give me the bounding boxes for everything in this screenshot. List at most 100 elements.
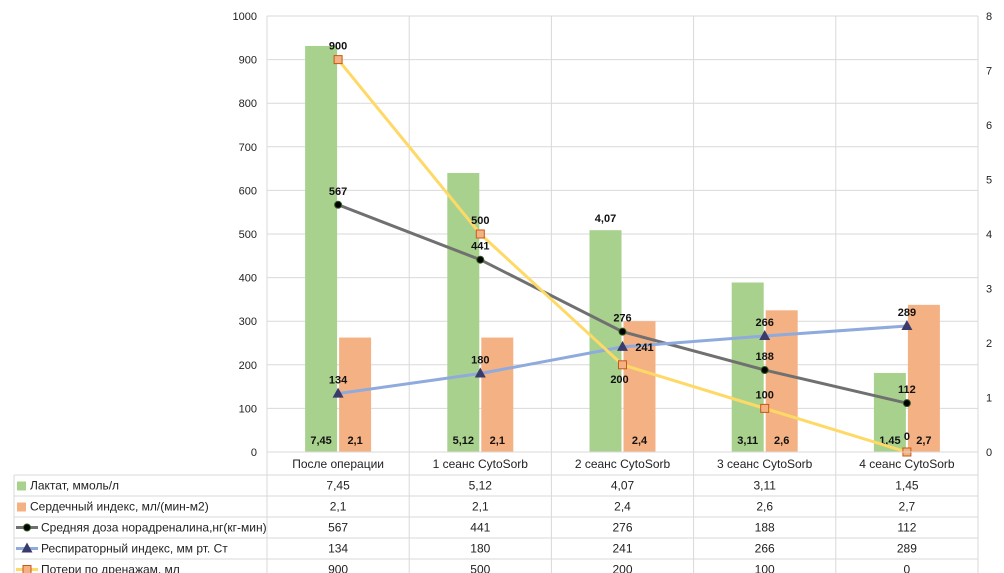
line-data-label: 200 xyxy=(610,374,628,386)
bar-data-label: 2,1 xyxy=(490,435,505,447)
left-axis-tick: 100 xyxy=(239,403,257,415)
left-axis-tick: 600 xyxy=(239,185,257,197)
line-data-label: 180 xyxy=(471,355,489,367)
line-point xyxy=(618,360,627,370)
legend-label: Средняя доза норадреналина,нг(кг-мин) xyxy=(41,521,267,535)
table-cell: 241 xyxy=(612,542,632,556)
table-cell: 180 xyxy=(470,542,490,556)
table-cell: 112 xyxy=(897,521,916,535)
bar xyxy=(589,230,622,452)
table-cell: 2,6 xyxy=(756,500,773,514)
line-point xyxy=(23,523,31,532)
category-label: После операции xyxy=(292,457,384,471)
left-axis-tick: 1000 xyxy=(233,11,257,23)
left-axis-tick: 900 xyxy=(239,55,257,67)
right-axis-tick: 1 xyxy=(986,393,992,405)
line-point xyxy=(332,387,344,398)
table-cell: 4,07 xyxy=(611,479,635,493)
left-axis-tick: 400 xyxy=(239,273,257,285)
right-axis-tick: 3 xyxy=(986,284,992,296)
bar xyxy=(765,310,798,452)
bar xyxy=(305,45,338,452)
line-data-label: 500 xyxy=(471,215,489,227)
table-cell: 1,45 xyxy=(895,479,919,493)
bar-data-label: 5,12 xyxy=(453,435,474,447)
line-data-label: 241 xyxy=(635,342,653,354)
bar xyxy=(339,337,372,452)
line-data-label: 900 xyxy=(329,41,347,53)
line-data-label: 567 xyxy=(329,186,347,198)
table-cell: 500 xyxy=(470,563,490,573)
table-cell: 100 xyxy=(755,563,775,573)
bar xyxy=(447,172,480,452)
bar-data-label: 4,07 xyxy=(595,213,616,225)
line-data-label: 0 xyxy=(904,431,910,443)
line-data-label: 134 xyxy=(329,375,348,387)
legend-label: Потери по дренажам, мл xyxy=(41,563,180,573)
line-point xyxy=(476,255,485,264)
left-axis-tick: 800 xyxy=(239,98,257,110)
bar-data-label: 2,4 xyxy=(632,435,648,447)
line-point xyxy=(902,399,911,408)
bar-data-label: 2,1 xyxy=(347,435,362,447)
table-cell: 2,1 xyxy=(330,500,347,514)
table-cell: 2,7 xyxy=(899,500,916,514)
category-label: 3 сеанс CytoSorb xyxy=(717,457,813,471)
series-line xyxy=(336,58,908,454)
line-data-label: 188 xyxy=(756,351,774,363)
line-point xyxy=(617,340,628,351)
right-axis-tick: 2 xyxy=(986,338,992,350)
line-data-label: 276 xyxy=(613,313,631,325)
table-cell: 3,11 xyxy=(753,479,776,493)
bar-data-label: 2,7 xyxy=(916,435,931,447)
line-point xyxy=(901,319,913,330)
bar-data-label: 2,6 xyxy=(774,435,789,447)
left-axis-tick: 500 xyxy=(239,229,257,241)
line-point xyxy=(22,565,32,573)
table-cell: 2,4 xyxy=(614,500,631,514)
legend-label: Респираторный индекс, мм рт. Ст xyxy=(41,542,228,556)
table-cell: 441 xyxy=(470,521,490,535)
category-label: 2 сеанс CytoSorb xyxy=(575,457,671,471)
line-data-label: 266 xyxy=(756,317,774,329)
left-axis-tick: 700 xyxy=(239,142,257,154)
table-cell: 900 xyxy=(328,563,348,573)
line-point xyxy=(475,229,485,239)
bar xyxy=(907,304,940,452)
table-cell: 2,1 xyxy=(472,500,489,514)
category-label: 4 сеанс CytoSorb xyxy=(859,457,955,471)
line-point xyxy=(759,330,771,341)
bar-data-label: 7,45 xyxy=(310,435,331,447)
table-cell: 7,45 xyxy=(326,479,350,493)
line-point xyxy=(618,327,627,336)
table-cell: 0 xyxy=(904,563,911,573)
right-axis-tick: 5 xyxy=(986,175,992,187)
line-point xyxy=(333,55,343,65)
right-axis-tick: 0 xyxy=(986,447,992,459)
table-cell: 188 xyxy=(755,521,775,535)
line-data-label: 289 xyxy=(898,307,916,319)
table-cell: 289 xyxy=(897,542,917,556)
legend-key xyxy=(17,481,26,491)
left-axis-tick: 300 xyxy=(239,316,257,328)
left-axis-tick: 200 xyxy=(239,360,257,372)
line-data-label: 112 xyxy=(898,384,916,396)
legend-label: Сердечный индекс, мл/(мин-м2) xyxy=(30,500,209,514)
line-point xyxy=(334,200,343,209)
table-cell: 5,12 xyxy=(469,479,493,493)
line-data-label: 100 xyxy=(756,389,774,401)
legend-key xyxy=(17,502,26,512)
line-point xyxy=(760,403,770,413)
right-axis-tick: 6 xyxy=(986,120,992,132)
right-axis-tick: 7 xyxy=(986,66,992,78)
bar xyxy=(481,337,514,452)
table-cell: 276 xyxy=(612,521,632,535)
line-data-label: 441 xyxy=(471,241,489,253)
right-axis-tick: 4 xyxy=(986,229,992,241)
category-label: 1 сеанс CytoSorb xyxy=(433,457,529,471)
table-cell: 200 xyxy=(612,563,632,573)
line-point xyxy=(760,366,769,375)
legend-label: Лактат, ммоль/л xyxy=(30,479,119,493)
table-cell: 134 xyxy=(328,542,348,556)
